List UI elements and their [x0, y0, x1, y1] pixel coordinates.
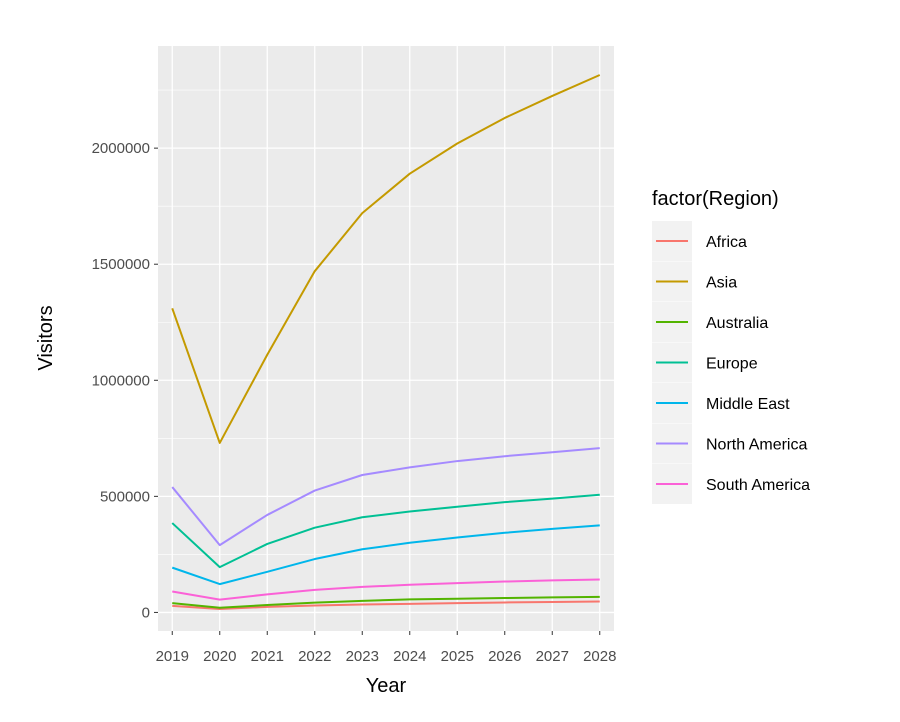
series-line-australia: [172, 595, 600, 609]
x-tick-label: 2024: [393, 648, 426, 665]
minor-gridlines: [158, 89, 614, 555]
x-tick-label: 2025: [441, 648, 474, 665]
y-axis: 0 500000 1000000 1500000 2000000: [92, 140, 158, 621]
series-line-middle-east: [171, 524, 600, 586]
x-tick-label: 2027: [536, 648, 569, 665]
x-tick-label: 2019: [156, 648, 189, 665]
legend-label: Europe: [706, 356, 758, 373]
y-axis-title: Visitors: [35, 305, 57, 370]
x-axis-title: Year: [366, 675, 407, 697]
y-tick-label: 2000000: [92, 140, 150, 157]
y-tick-label: 500000: [100, 488, 150, 505]
x-axis: 2019 2020 2021 2022 2023 2024 2025 2026 2027 2028: [156, 631, 616, 665]
legend-label: South America: [706, 477, 810, 494]
y-tick-label: 1000000: [92, 372, 150, 389]
legend-label: North America: [706, 437, 807, 454]
y-tick-label: 1500000: [92, 256, 150, 273]
series-line-europe: [171, 493, 600, 569]
series-line-asia: [171, 74, 601, 444]
legend-title: factor(Region): [652, 188, 779, 210]
legend-label: Africa: [706, 234, 747, 251]
x-tick-label: 2020: [203, 648, 236, 665]
y-tick-label: 0: [142, 604, 150, 621]
series-line-south-america: [172, 578, 600, 601]
series-line-north-america: [171, 447, 600, 547]
x-tick-label: 2028: [583, 648, 616, 665]
series-lines: [171, 74, 601, 610]
x-tick-label: 2021: [251, 648, 284, 665]
x-tick-label: 2026: [488, 648, 521, 665]
series-line-africa: [172, 600, 600, 610]
legend: factor(Region) Africa Asia Australia Europe…: [652, 188, 810, 504]
legend-label: Australia: [706, 315, 768, 332]
x-tick-label: 2023: [346, 648, 379, 665]
plot-panel: [158, 46, 614, 631]
legend-label: Middle East: [706, 396, 790, 413]
legend-label: Asia: [706, 275, 737, 292]
x-tick-label: 2022: [298, 648, 331, 665]
major-gridlines: [158, 46, 614, 631]
